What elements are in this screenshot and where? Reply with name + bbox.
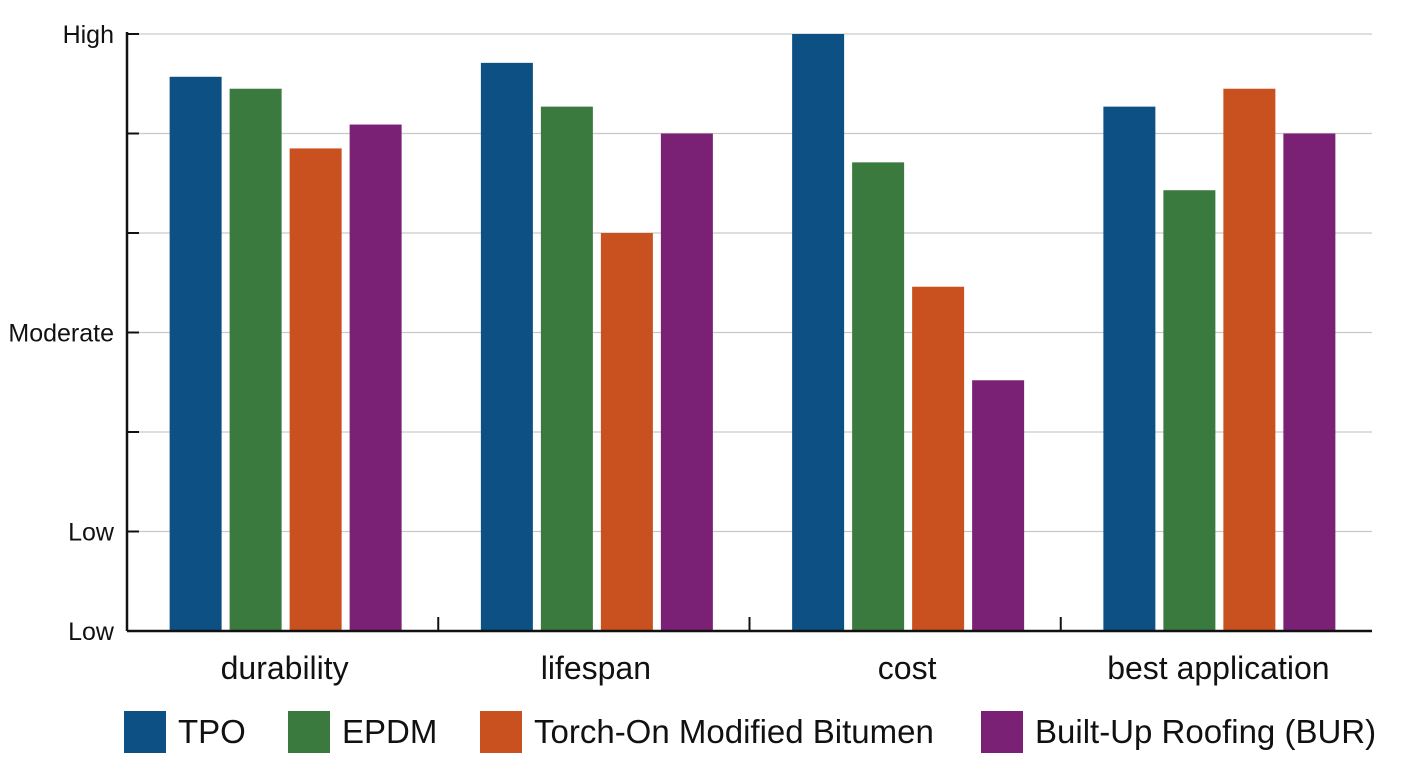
x-tick-label-lifespan: lifespan [541, 650, 651, 686]
bar-tpo-durability [169, 76, 222, 631]
legend-label-tpo: TPO [178, 713, 246, 750]
bar-tpo-best-application [1103, 106, 1156, 631]
x-tick-label-best-application: best application [1107, 650, 1329, 686]
y-axis-ticks: Low Low Moderate High [8, 21, 139, 646]
bar-built-up-roofing-bur-lifespan [660, 133, 713, 631]
legend-swatch-bur [981, 711, 1023, 753]
bar-torch-on-modified-bitumen-durability [289, 148, 342, 632]
bar-chart: Low Low Moderate High durability lifespan cos… [8, 21, 1372, 686]
y-tick-label: Low [68, 519, 115, 547]
y-tick-label: Moderate [8, 320, 114, 348]
y-tick-label: Low [68, 618, 115, 646]
bar-tpo-lifespan [480, 62, 533, 632]
bar-torch-on-modified-bitumen-cost [912, 286, 965, 631]
bar-built-up-roofing-bur-cost [972, 380, 1025, 631]
bar-epdm-durability [229, 88, 282, 632]
x-axis-ticks: durability lifespan cost best application [221, 617, 1330, 686]
bar-tpo-cost [792, 34, 845, 631]
bar-built-up-roofing-bur-best-application [1283, 133, 1336, 631]
bar-torch-on-modified-bitumen-best-application [1223, 88, 1276, 632]
bar-epdm-lifespan [540, 106, 593, 631]
legend-swatch-epdm [288, 711, 330, 753]
legend-swatch-torch-on [480, 711, 522, 753]
legend: TPO EPDM Torch-On Modified Bitumen Built… [0, 706, 1408, 758]
legend-item-bur: Built-Up Roofing (BUR) [981, 706, 1376, 758]
legend-swatch-tpo [124, 711, 166, 753]
bar-torch-on-modified-bitumen-lifespan [600, 233, 653, 631]
legend-item-tpo: TPO [124, 706, 246, 758]
bars [169, 34, 1336, 632]
x-tick-label-cost: cost [878, 650, 937, 686]
bar-built-up-roofing-bur-durability [349, 124, 402, 632]
legend-item-epdm: EPDM [288, 706, 437, 758]
x-tick-label-durability: durability [221, 650, 349, 686]
legend-item-torch-on: Torch-On Modified Bitumen [480, 706, 934, 758]
bar-epdm-cost [852, 162, 905, 632]
y-tick-label: High [63, 21, 114, 49]
bar-epdm-best-application [1163, 190, 1216, 631]
legend-label-torch-on: Torch-On Modified Bitumen [534, 713, 934, 750]
legend-label-bur: Built-Up Roofing (BUR) [1035, 713, 1377, 750]
legend-label-epdm: EPDM [342, 713, 438, 750]
